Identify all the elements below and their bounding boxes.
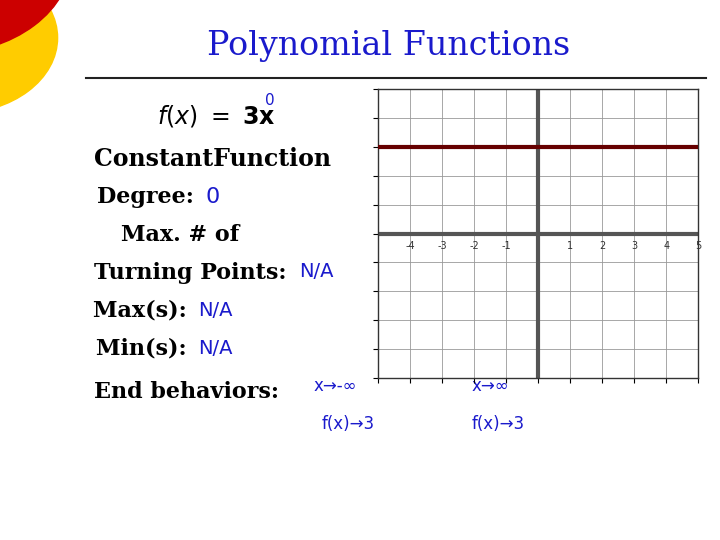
Text: Degree:: Degree: xyxy=(97,186,202,208)
Text: ConstantFunction: ConstantFunction xyxy=(94,147,330,171)
Text: -4: -4 xyxy=(405,241,415,251)
Text: f(x)→3: f(x)→3 xyxy=(472,415,525,433)
Text: 2: 2 xyxy=(599,241,606,251)
Circle shape xyxy=(0,0,72,54)
Text: N/A: N/A xyxy=(198,301,233,320)
Text: -3: -3 xyxy=(437,241,447,251)
Text: 3: 3 xyxy=(631,241,637,251)
Text: 0: 0 xyxy=(205,187,220,207)
Text: N/A: N/A xyxy=(299,262,333,281)
Text: f(x)→3: f(x)→3 xyxy=(322,415,375,433)
Text: -2: -2 xyxy=(469,241,479,251)
Text: Turning Points:: Turning Points: xyxy=(94,262,294,284)
Text: 4: 4 xyxy=(663,241,670,251)
Text: x→∞: x→∞ xyxy=(472,377,509,395)
Text: End behaviors:: End behaviors: xyxy=(94,381,287,402)
Text: 5: 5 xyxy=(696,241,701,251)
Text: Max. # of: Max. # of xyxy=(121,224,239,246)
Text: N/A: N/A xyxy=(198,339,233,358)
Text: x→-∞: x→-∞ xyxy=(313,377,356,395)
Text: 1: 1 xyxy=(567,241,573,251)
Text: 0: 0 xyxy=(265,93,275,109)
Text: Min(s):: Min(s): xyxy=(96,338,194,359)
Text: Polynomial Functions: Polynomial Functions xyxy=(207,30,570,62)
Text: $\mathit{f(x)}\ =\ \mathbf{3x}$: $\mathit{f(x)}\ =\ \mathbf{3x}$ xyxy=(157,103,275,129)
Text: Max(s):: Max(s): xyxy=(93,300,194,321)
Circle shape xyxy=(0,0,58,113)
Text: -1: -1 xyxy=(501,241,511,251)
